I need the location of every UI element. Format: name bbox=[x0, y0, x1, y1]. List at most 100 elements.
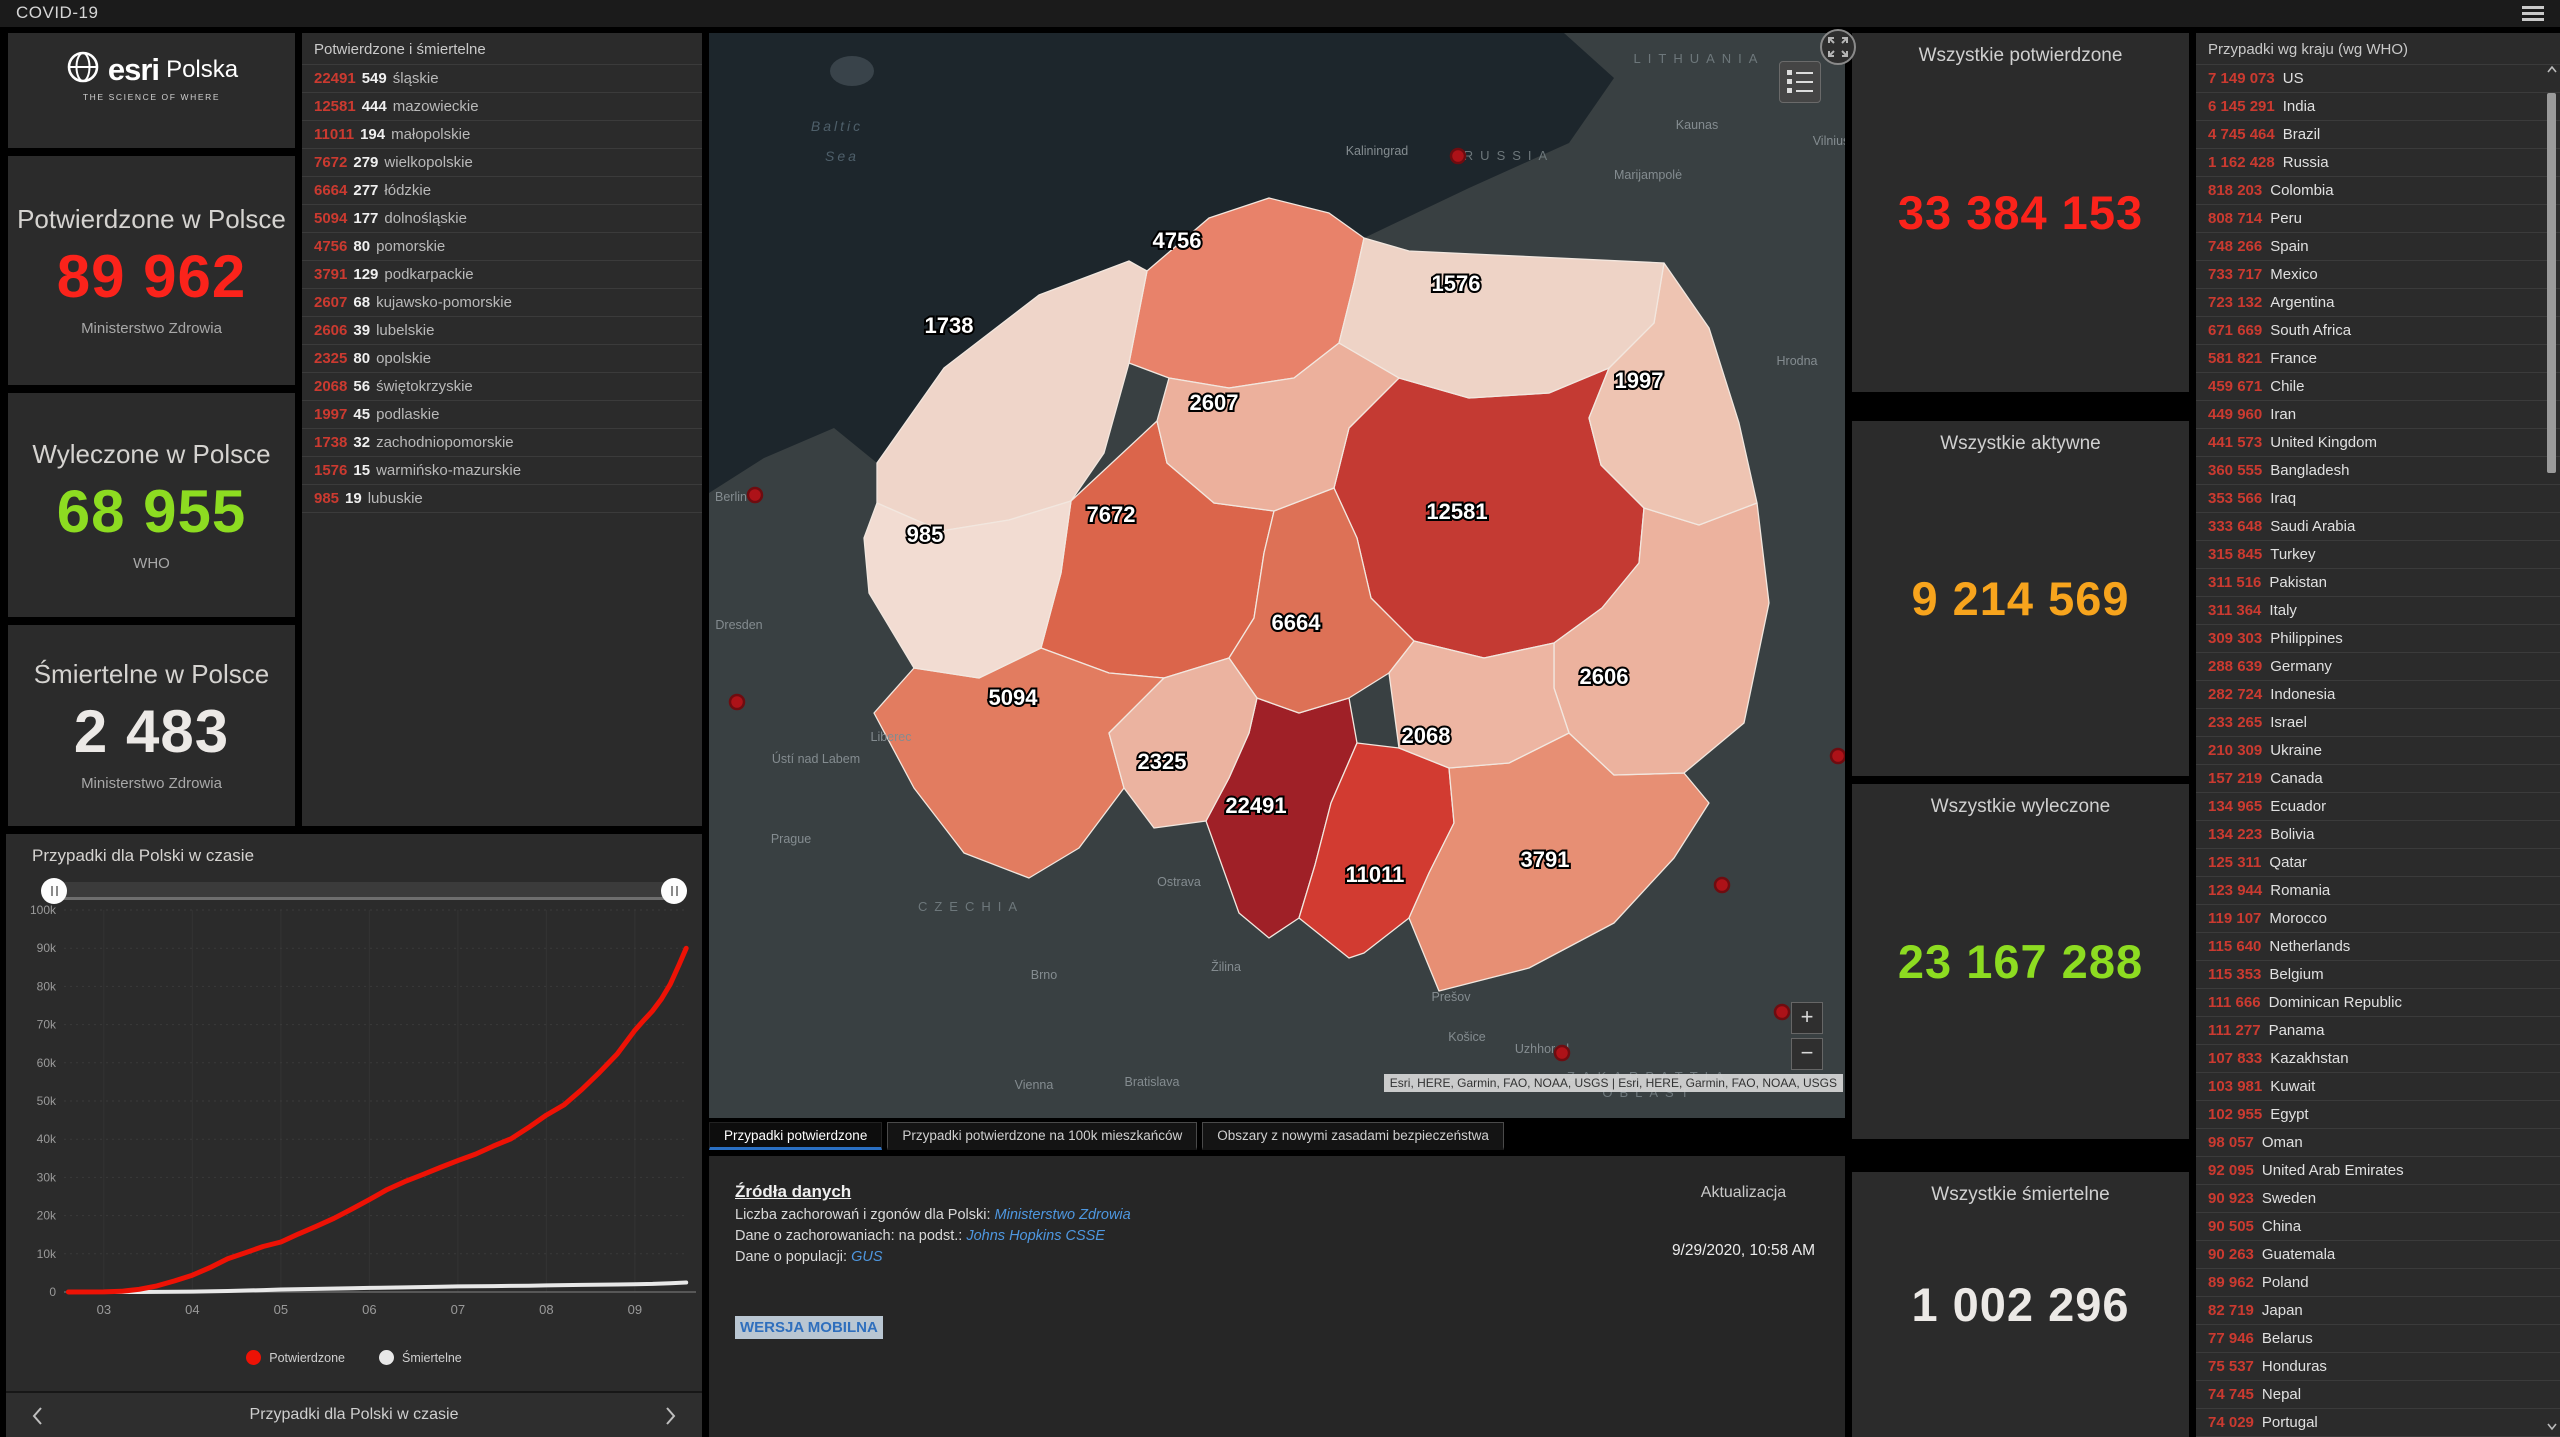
country-row[interactable]: 7 149 073 US bbox=[2196, 65, 2560, 93]
country-row[interactable]: 82 719 Japan bbox=[2196, 1297, 2560, 1325]
time-range-slider[interactable] bbox=[41, 878, 687, 904]
country-row[interactable]: 6 145 291 India bbox=[2196, 93, 2560, 121]
tab-2[interactable]: Przypadki potwierdzone na 100k mieszkańc… bbox=[887, 1122, 1198, 1150]
country-row[interactable]: 723 132 Argentina bbox=[2196, 289, 2560, 317]
scroll-up-icon[interactable] bbox=[2546, 65, 2558, 79]
wojewodztwo-row[interactable]: 2325 80 opolskie bbox=[302, 345, 702, 373]
wojewodztwo-row[interactable]: 4756 80 pomorskie bbox=[302, 233, 702, 261]
country-row[interactable]: 90 923 Sweden bbox=[2196, 1185, 2560, 1213]
country-row[interactable]: 125 311 Qatar bbox=[2196, 849, 2560, 877]
wojewodztwo-row[interactable]: 3791 129 podkarpackie bbox=[302, 261, 702, 289]
country-row[interactable]: 74 745 Nepal bbox=[2196, 1381, 2560, 1409]
legend-item[interactable]: Potwierdzone bbox=[246, 1350, 345, 1365]
expand-icon[interactable] bbox=[1820, 29, 1856, 65]
country-row[interactable]: 309 303 Philippines bbox=[2196, 625, 2560, 653]
tab-1[interactable]: Przypadki potwierdzone bbox=[709, 1122, 883, 1150]
country-row[interactable]: 92 095 United Arab Emirates bbox=[2196, 1157, 2560, 1185]
wojewodztwo-row[interactable]: 2607 68 kujawsko-pomorskie bbox=[302, 289, 702, 317]
legend-item[interactable]: Śmiertelne bbox=[379, 1350, 462, 1365]
country-row[interactable]: 311 364 Italy bbox=[2196, 597, 2560, 625]
region-warmińsko-mazurskie[interactable] bbox=[1338, 237, 1665, 399]
country-row[interactable]: 77 946 Belarus bbox=[2196, 1325, 2560, 1353]
country-row[interactable]: 210 309 Ukraine bbox=[2196, 737, 2560, 765]
wojewodztwo-row[interactable]: 2606 39 lubelskie bbox=[302, 317, 702, 345]
zoom-in-button[interactable]: + bbox=[1791, 1002, 1823, 1034]
country-row[interactable]: 75 537 Honduras bbox=[2196, 1353, 2560, 1381]
country-row[interactable]: 818 203 Colombia bbox=[2196, 177, 2560, 205]
prev-chart-icon[interactable] bbox=[28, 1405, 48, 1427]
link-ministerstwo-zdrowia[interactable]: Ministerstwo Zdrowia bbox=[994, 1207, 1131, 1223]
country-row[interactable]: 449 960 Iran bbox=[2196, 401, 2560, 429]
country-row[interactable]: 288 639 Germany bbox=[2196, 653, 2560, 681]
menu-icon[interactable] bbox=[2522, 6, 2546, 23]
scroll-down-icon[interactable] bbox=[2546, 1421, 2558, 1435]
country-row[interactable]: 157 219 Canada bbox=[2196, 765, 2560, 793]
country-row[interactable]: 102 955 Egypt bbox=[2196, 1101, 2560, 1129]
country-row[interactable]: 103 981 Kuwait bbox=[2196, 1073, 2560, 1101]
country-row[interactable]: 733 717 Mexico bbox=[2196, 261, 2560, 289]
wojewodztwo-row[interactable]: 6664 277 łódzkie bbox=[302, 177, 702, 205]
wojewodztwo-row[interactable]: 2068 56 świętokrzyskie bbox=[302, 373, 702, 401]
country-row[interactable]: 315 845 Turkey bbox=[2196, 541, 2560, 569]
wojewodztwo-row[interactable]: 985 19 lubuskie bbox=[302, 485, 702, 513]
scrollbar-thumb[interactable] bbox=[2547, 93, 2556, 473]
country-row[interactable]: 282 724 Indonesia bbox=[2196, 681, 2560, 709]
wojewodztwo-row[interactable]: 5094 177 dolnośląskie bbox=[302, 205, 702, 233]
tab-3[interactable]: Obszary z nowymi zasadami bezpieczeństwa bbox=[1202, 1122, 1504, 1150]
region-opolskie[interactable] bbox=[1108, 657, 1258, 829]
country-row[interactable]: 134 223 Bolivia bbox=[2196, 821, 2560, 849]
region-świętokrzyskie[interactable] bbox=[1388, 640, 1570, 769]
slider-handle-left[interactable] bbox=[41, 878, 67, 904]
map-regions bbox=[863, 197, 1770, 992]
country-cases: 449 960 bbox=[2208, 406, 2263, 423]
wojewodztwo-row[interactable]: 12581 444 mazowieckie bbox=[302, 93, 702, 121]
country-row[interactable]: 360 555 Bangladesh bbox=[2196, 457, 2560, 485]
slider-handle-right[interactable] bbox=[661, 878, 687, 904]
country-row[interactable]: 134 965 Ecuador bbox=[2196, 793, 2560, 821]
countries-scrollbar[interactable] bbox=[2546, 65, 2558, 1435]
country-row[interactable]: 353 566 Iraq bbox=[2196, 485, 2560, 513]
country-row[interactable]: 581 821 France bbox=[2196, 345, 2560, 373]
country-row[interactable]: 4 745 464 Brazil bbox=[2196, 121, 2560, 149]
country-row[interactable]: 98 057 Oman bbox=[2196, 1129, 2560, 1157]
country-row[interactable]: 111 277 Panama bbox=[2196, 1017, 2560, 1045]
country-row[interactable]: 115 640 Netherlands bbox=[2196, 933, 2560, 961]
country-row[interactable]: 1 162 428 Russia bbox=[2196, 149, 2560, 177]
link-gus[interactable]: GUS bbox=[851, 1249, 883, 1265]
region-lubuskie[interactable] bbox=[863, 500, 1072, 679]
country-row[interactable]: 89 962 Poland bbox=[2196, 1269, 2560, 1297]
wojewodztwo-row[interactable]: 1576 15 warmińsko-mazurskie bbox=[302, 457, 702, 485]
region-łódzkie[interactable] bbox=[1228, 487, 1415, 714]
region-kujawsko-pomorskie[interactable] bbox=[1156, 342, 1400, 512]
wojewodztwo-row[interactable]: 11011 194 małopolskie bbox=[302, 121, 702, 149]
country-row[interactable]: 111 666 Dominican Republic bbox=[2196, 989, 2560, 1017]
map-panel[interactable]: BalticSeaLITHUANIARUSSIACZECHIAZAKARPATT… bbox=[709, 33, 1845, 1118]
country-row[interactable]: 441 573 United Kingdom bbox=[2196, 429, 2560, 457]
country-row[interactable]: 90 263 Guatemala bbox=[2196, 1241, 2560, 1269]
country-row[interactable]: 311 516 Pakistan bbox=[2196, 569, 2560, 597]
country-row[interactable]: 119 107 Morocco bbox=[2196, 905, 2560, 933]
slider-track[interactable] bbox=[54, 882, 674, 900]
wojewodztwo-row[interactable]: 7672 279 wielkopolskie bbox=[302, 149, 702, 177]
wojewodztwo-row[interactable]: 1738 32 zachodniopomorskie bbox=[302, 429, 702, 457]
wojewodztwo-row[interactable]: 22491 549 śląskie bbox=[302, 65, 702, 93]
country-row[interactable]: 748 266 Spain bbox=[2196, 233, 2560, 261]
country-row[interactable]: 808 714 Peru bbox=[2196, 205, 2560, 233]
timeline-chart-panel: Przypadki dla Polski w czasie 03 04 05 06 07… bbox=[6, 834, 702, 1437]
zoom-out-button[interactable]: − bbox=[1791, 1038, 1823, 1070]
country-row[interactable]: 74 029 Portugal bbox=[2196, 1409, 2560, 1437]
country-row[interactable]: 115 353 Belgium bbox=[2196, 961, 2560, 989]
country-row[interactable]: 233 265 Israel bbox=[2196, 709, 2560, 737]
country-row[interactable]: 107 833 Kazakhstan bbox=[2196, 1045, 2560, 1073]
layers-legend-icon[interactable] bbox=[1779, 61, 1821, 103]
poland-map-svg[interactable]: BalticSeaLITHUANIARUSSIACZECHIAZAKARPATT… bbox=[709, 33, 1845, 1118]
next-chart-icon[interactable] bbox=[660, 1405, 680, 1427]
mobile-version-link[interactable]: WERSJA MOBILNA bbox=[735, 1316, 883, 1339]
country-row[interactable]: 459 671 Chile bbox=[2196, 373, 2560, 401]
wojewodztwo-row[interactable]: 1997 45 podlaskie bbox=[302, 401, 702, 429]
link-johns-hopkins[interactable]: Johns Hopkins CSSE bbox=[966, 1228, 1105, 1244]
country-row[interactable]: 123 944 Romania bbox=[2196, 877, 2560, 905]
country-row[interactable]: 90 505 China bbox=[2196, 1213, 2560, 1241]
country-row[interactable]: 671 669 South Africa bbox=[2196, 317, 2560, 345]
country-row[interactable]: 333 648 Saudi Arabia bbox=[2196, 513, 2560, 541]
